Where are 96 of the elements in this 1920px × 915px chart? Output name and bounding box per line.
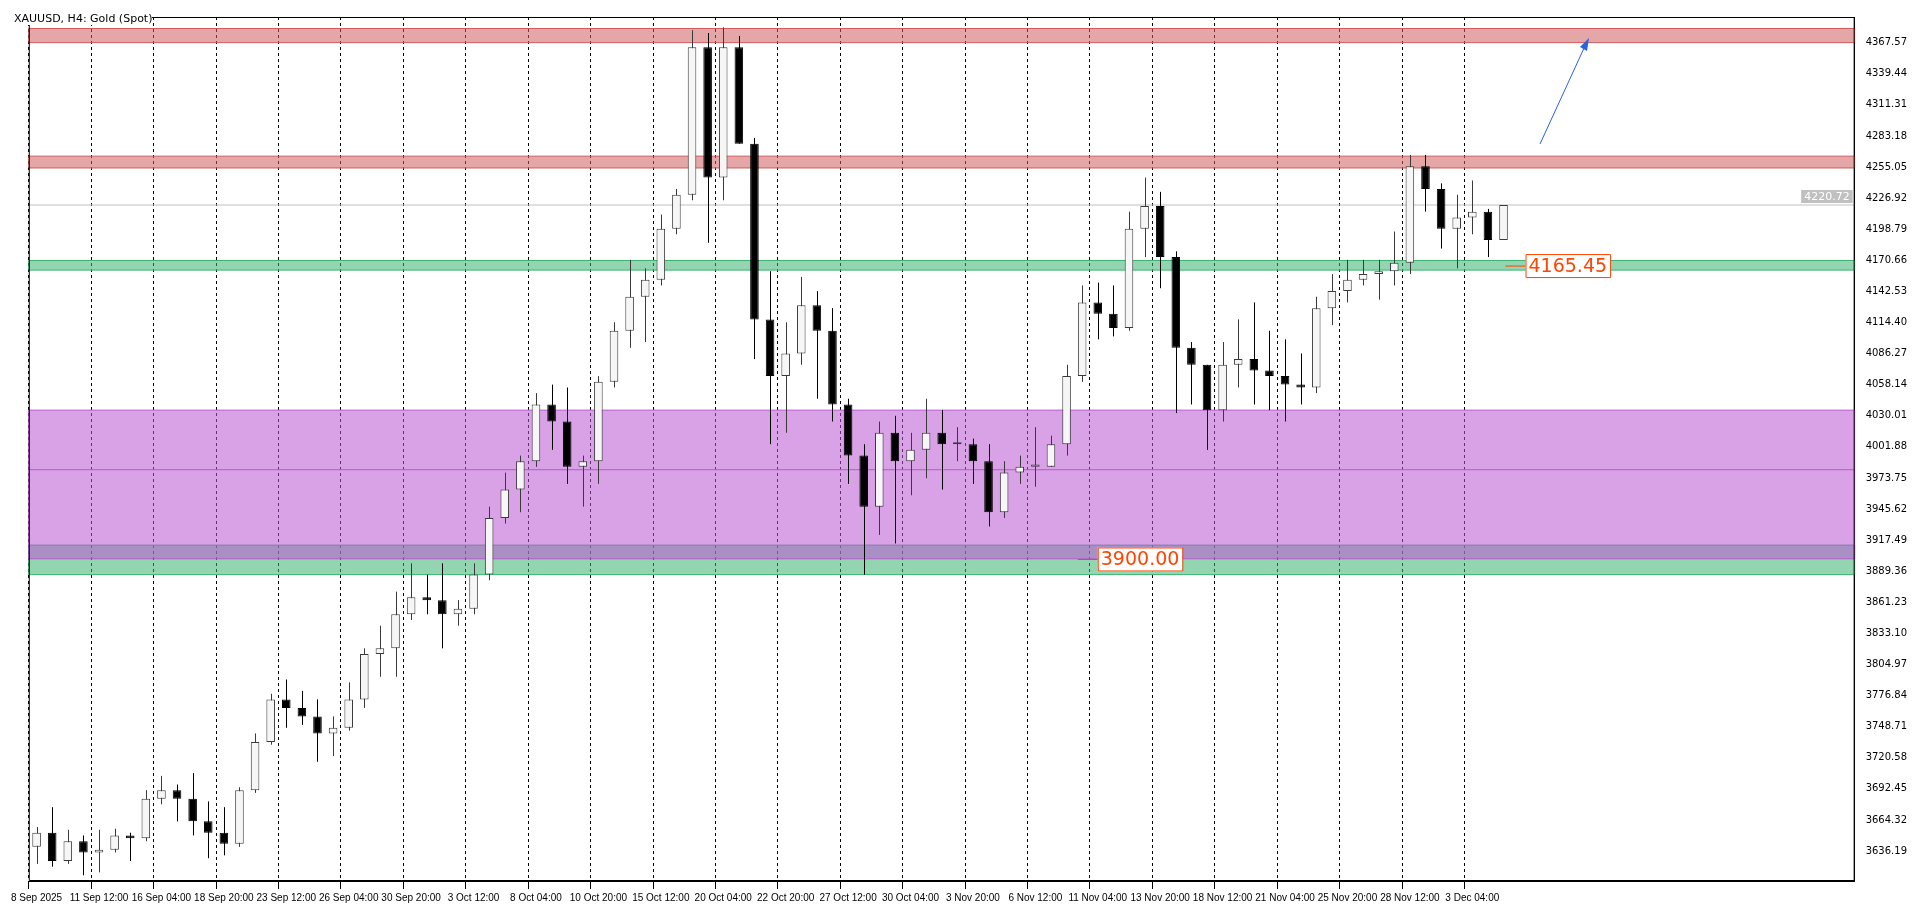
x-tick-label: 28 Nov 12:00	[1380, 891, 1441, 903]
candlestick	[219, 806, 229, 856]
y-tick-label: 4311.31	[1865, 98, 1908, 110]
x-tick-label: 25 Nov 20:00	[1317, 891, 1378, 903]
candlestick	[157, 775, 166, 805]
candlestick	[438, 562, 447, 649]
y-tick-label: 4339.44	[1865, 67, 1908, 79]
x-tick-label: 8 Oct 04:00	[510, 891, 563, 903]
y-tick-label: 3973.75	[1865, 471, 1908, 483]
candlestick	[125, 832, 135, 862]
candlestick	[906, 432, 915, 496]
candlestick	[63, 829, 73, 865]
candlestick	[313, 698, 322, 763]
candlestick	[1015, 455, 1025, 485]
candlestick	[1233, 318, 1243, 388]
x-tick-label: 8 Sep 2025	[11, 891, 63, 903]
y-tick-label: 4367.57	[1865, 36, 1908, 48]
x-tick-label: 11 Nov 04:00	[1068, 891, 1128, 903]
y-tick-label: 4086.27	[1865, 347, 1908, 359]
x-tick-label: 16 Sep 04:00	[131, 891, 192, 903]
chart-title: XAUUSD, H4: Gold (Spot)	[14, 12, 153, 25]
candlestick	[1031, 426, 1040, 488]
y-tick-label: 3636.19	[1865, 844, 1908, 856]
candlestick	[921, 398, 931, 479]
candlestick	[375, 625, 385, 678]
y-tick-label: 3917.49	[1865, 533, 1908, 545]
x-tick-label: 11 Sep 12:00	[69, 891, 129, 903]
y-tick-label: 4114.40	[1865, 316, 1908, 328]
x-tick-label: 26 Sep 04:00	[318, 891, 379, 903]
x-tick-label: 3 Oct 12:00	[447, 891, 500, 903]
candlestick	[1358, 259, 1368, 286]
candlestick	[1046, 435, 1056, 468]
candlestick	[422, 574, 432, 615]
x-tick-label: 6 Nov 12:00	[1008, 891, 1063, 903]
candlestick	[1343, 259, 1352, 303]
candlestick	[968, 438, 978, 485]
ref-line-label: 4220.72	[1804, 189, 1850, 203]
x-tick-label: 15 Oct 12:00	[632, 891, 690, 903]
candlestick	[32, 826, 41, 865]
candlestick	[281, 679, 291, 729]
candlestick	[1452, 194, 1461, 269]
x-tick-label: 20 Oct 04:00	[694, 891, 753, 903]
candlestick	[1374, 259, 1383, 301]
candlestick	[640, 267, 650, 343]
candlestick	[172, 784, 182, 822]
candlestick	[1093, 282, 1103, 340]
y-tick-label: 3776.84	[1865, 689, 1908, 701]
candlestick	[578, 455, 588, 508]
x-tick-label: 27 Oct 12:00	[819, 891, 878, 903]
candlestick	[406, 562, 416, 621]
candlestick	[1280, 338, 1290, 423]
y-tick-label: 4170.66	[1865, 253, 1908, 265]
y-tick-label: 4142.53	[1865, 285, 1908, 296]
y-tick-label: 3945.62	[1865, 502, 1908, 514]
candlestick	[203, 800, 213, 859]
candlestick	[1265, 330, 1274, 411]
y-tick-label: 4226.92	[1865, 191, 1908, 203]
annotation: 4165.45	[1528, 254, 1608, 277]
x-tick-label: 22 Oct 20:00	[757, 891, 815, 903]
candlestick	[1389, 231, 1399, 286]
candlestick	[937, 409, 947, 491]
x-tick-label: 3 Dec 04:00	[1445, 891, 1500, 903]
y-tick-label: 3804.97	[1865, 658, 1908, 670]
candlestick	[1187, 341, 1196, 406]
candlestick	[547, 384, 556, 451]
y-tick-label: 4058.14	[1865, 378, 1908, 390]
candlestick	[1140, 177, 1149, 258]
y-tick-label: 3720.58	[1865, 751, 1908, 763]
y-tick-label: 3692.45	[1865, 782, 1908, 794]
y-tick-label: 4283.18	[1865, 129, 1908, 141]
candlestick	[812, 290, 822, 400]
y-tick-label: 3748.71	[1865, 720, 1908, 732]
x-tick-label: 18 Sep 20:00	[194, 891, 255, 903]
y-tick-label: 3861.23	[1865, 595, 1908, 607]
x-tick-label: 21 Nov 04:00	[1255, 891, 1316, 903]
y-tick-label: 4001.88	[1865, 440, 1908, 452]
annotation: 3900.00	[1100, 547, 1180, 570]
x-tick-label: 13 Nov 20:00	[1130, 891, 1191, 903]
x-tick-label: 30 Sep 20:00	[381, 891, 442, 903]
candlestick	[1327, 273, 1337, 326]
candlestick	[1109, 284, 1118, 337]
y-tick-label: 4198.79	[1865, 222, 1908, 234]
candlestick	[79, 834, 88, 876]
x-tick-label: 18 Nov 12:00	[1192, 891, 1253, 903]
y-tick-label: 3664.32	[1865, 813, 1908, 825]
x-tick-label: 3 Nov 20:00	[945, 891, 1001, 903]
y-tick-label: 4030.01	[1865, 409, 1908, 421]
x-tick-label: 23 Sep 12:00	[256, 891, 317, 903]
y-tick-label: 3889.36	[1865, 564, 1908, 576]
y-tick-label: 3833.10	[1865, 627, 1908, 639]
candlestick	[1421, 154, 1430, 213]
x-tick-label: 30 Oct 04:00	[881, 891, 940, 903]
x-tick-label: 10 Oct 20:00	[569, 891, 628, 903]
y-tick-label: 4255.05	[1865, 160, 1908, 172]
candlestick	[188, 772, 197, 836]
candlestick	[781, 321, 790, 434]
